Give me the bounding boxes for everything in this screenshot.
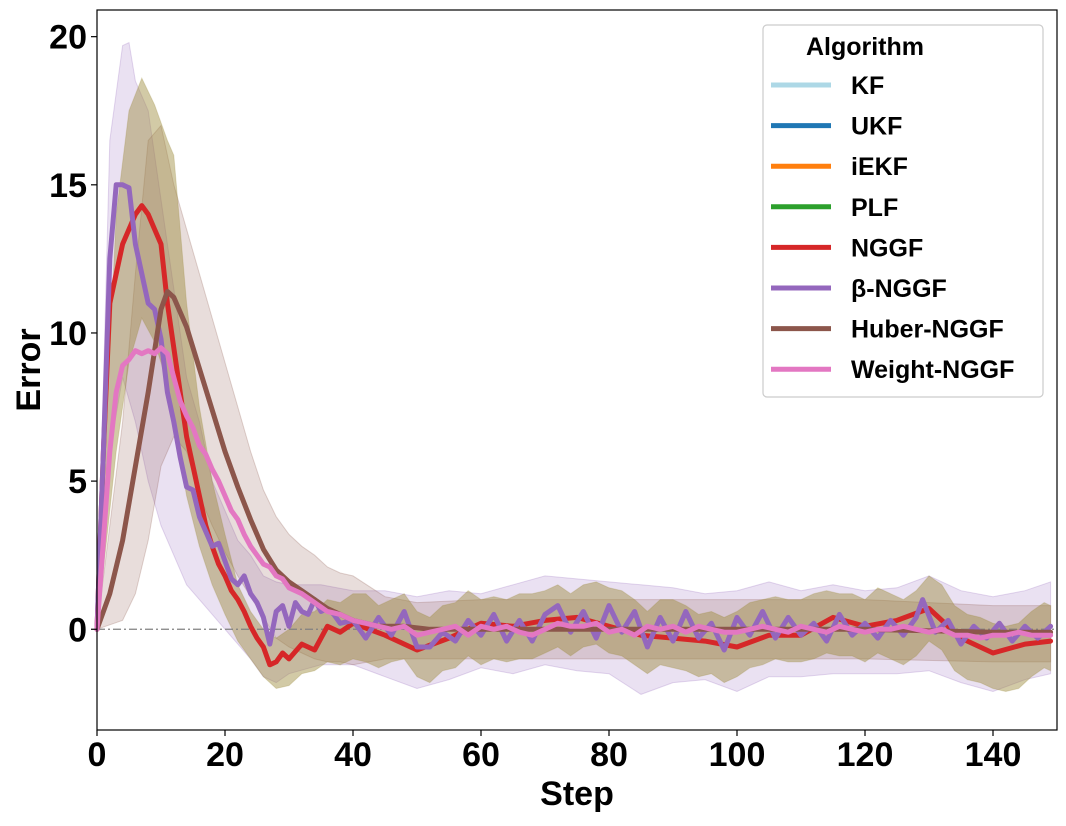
legend-label: NGGF bbox=[851, 234, 923, 262]
legend: Algorithm KF UKF iEKF PLF NGGF β-NGGF Huber-NG… bbox=[762, 24, 1044, 398]
x-axis-label: Step bbox=[540, 775, 614, 813]
y-axis-label: Error bbox=[10, 328, 48, 411]
legend-items: KF UKF iEKF PLF NGGF β-NGGF Huber-NGGF Weight-N… bbox=[771, 72, 1014, 384]
legend-label: PLF bbox=[851, 194, 898, 222]
x-tick-label: 120 bbox=[837, 736, 894, 774]
x-tick-label: 20 bbox=[206, 736, 244, 774]
y-axis-ticks: 0 5 10 15 20 bbox=[49, 19, 97, 649]
legend-label: Weight-NGGF bbox=[851, 356, 1014, 384]
legend-title: Algorithm bbox=[806, 33, 924, 61]
x-tick-label: 60 bbox=[462, 736, 500, 774]
x-tick-label: 80 bbox=[590, 736, 628, 774]
legend-label: β-NGGF bbox=[851, 275, 947, 303]
y-tick-label: 20 bbox=[49, 19, 87, 57]
series-lines bbox=[94, 182, 1054, 668]
x-tick-label: 140 bbox=[965, 736, 1022, 774]
legend-box bbox=[762, 24, 1044, 398]
y-tick-label: 10 bbox=[49, 315, 87, 353]
series-line-nggf bbox=[94, 203, 1054, 668]
x-tick-label: 40 bbox=[334, 736, 372, 774]
y-tick-label: 15 bbox=[49, 167, 87, 205]
y-tick-label: 5 bbox=[68, 463, 87, 501]
legend-label: KF bbox=[851, 72, 884, 100]
legend-label: Huber-NGGF bbox=[851, 316, 1004, 344]
x-tick-label: 0 bbox=[88, 736, 107, 774]
x-axis-ticks: 0 20 40 60 80 100 120 140 bbox=[88, 730, 1022, 774]
legend-label: iEKF bbox=[851, 153, 908, 181]
series-line-weight-nggf bbox=[94, 345, 1054, 641]
legend-label: UKF bbox=[851, 113, 902, 141]
y-tick-label: 0 bbox=[68, 611, 87, 649]
plot-frame bbox=[96, 9, 1058, 731]
x-tick-label: 100 bbox=[709, 736, 766, 774]
